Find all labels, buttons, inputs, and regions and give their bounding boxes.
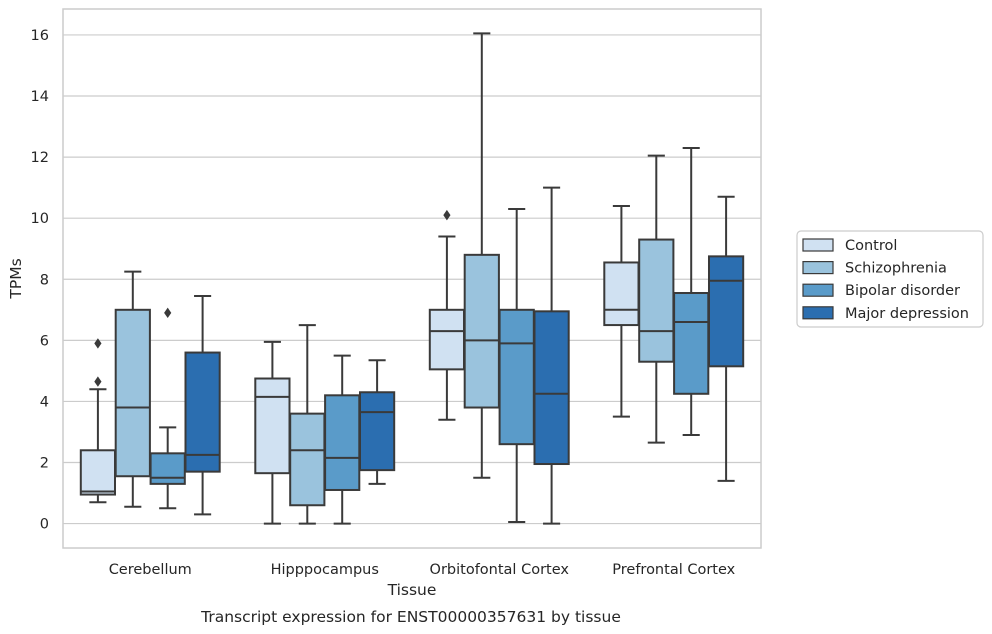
box-iqr — [638, 238, 675, 363]
box — [498, 208, 535, 524]
box-iqr — [114, 308, 151, 478]
box — [533, 186, 570, 525]
box-iqr — [254, 377, 291, 475]
box-iqr — [498, 308, 535, 446]
legend-label: Control — [845, 238, 897, 254]
legend-frame — [796, 230, 984, 328]
outlier-point — [443, 209, 451, 221]
gridlines — [63, 34, 761, 525]
box-iqr — [358, 391, 396, 472]
box — [358, 359, 396, 485]
outlier-point — [94, 376, 102, 387]
series-bipolar-disorder — [149, 146, 710, 525]
y-tick-label: 4 — [40, 394, 49, 410]
box-iqr — [673, 292, 710, 395]
x-tick-label: Prefrontal Cortex — [612, 562, 735, 578]
box-iqr — [603, 261, 640, 327]
y-tick-label: 16 — [31, 28, 49, 44]
box-iqr — [289, 412, 326, 507]
x-tick-label: Cerebellum — [109, 562, 192, 578]
box — [149, 307, 186, 510]
box — [707, 195, 745, 482]
legend-swatch — [802, 283, 834, 297]
box-series — [79, 32, 745, 525]
box — [638, 154, 675, 444]
plot-frame — [62, 8, 762, 549]
outlier-point — [164, 307, 172, 319]
series-control — [79, 204, 640, 525]
y-tick-label: 10 — [31, 211, 49, 227]
box — [289, 324, 326, 525]
legend-label: Schizophrenia — [845, 261, 947, 277]
chart-caption: Transcript expression for ENST0000035763… — [200, 608, 621, 626]
box-iqr — [324, 394, 361, 491]
legend-label: Major depression — [845, 306, 969, 322]
box-iqr — [428, 308, 466, 371]
box — [428, 209, 466, 421]
y-tick-label: 8 — [40, 272, 49, 288]
box-iqr — [149, 452, 186, 485]
box-iqr — [707, 255, 745, 368]
y-tick-label: 14 — [31, 89, 49, 105]
box-iqr — [533, 310, 570, 466]
legend-swatch — [802, 238, 834, 252]
box-iqr — [463, 253, 500, 409]
legend: Control Schizophrenia Bipolar disorder Majo… — [796, 230, 984, 328]
box — [603, 204, 640, 418]
x-tick-label: Orbitofontal Cortex — [430, 562, 570, 578]
y-tick-labels: 0 2 4 6 8 10 12 14 16 — [31, 28, 49, 533]
legend-swatch — [802, 306, 834, 320]
box — [673, 146, 710, 437]
box — [254, 340, 291, 525]
box — [79, 338, 117, 504]
x-tick-labels: Cerebellum Hipppocampus Orbitofontal Corte… — [109, 562, 736, 578]
box-iqr — [79, 449, 117, 496]
box — [184, 295, 221, 516]
x-axis-label: Tissue — [387, 581, 437, 599]
outlier-point — [94, 338, 102, 349]
y-tick-label: 0 — [40, 517, 49, 533]
box-iqr — [184, 351, 221, 473]
legend-label: Bipolar disorder — [845, 283, 960, 299]
x-tick-label: Hipppocampus — [271, 562, 379, 578]
y-tick-label: 6 — [40, 333, 49, 349]
series-major-depression — [184, 186, 745, 525]
y-tick-label: 12 — [31, 150, 49, 166]
box — [114, 270, 151, 508]
legend-swatch — [802, 261, 834, 275]
y-axis-label: TPMs — [7, 258, 25, 299]
y-tick-label: 2 — [40, 455, 49, 471]
